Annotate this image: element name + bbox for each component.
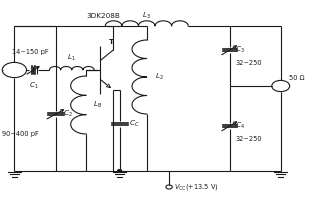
Text: 50 Ω: 50 Ω — [289, 75, 304, 81]
Text: $C_4$: $C_4$ — [235, 121, 245, 131]
Text: 32~250: 32~250 — [235, 136, 262, 142]
Text: 3DK208B: 3DK208B — [86, 13, 120, 19]
Text: $L_3$: $L_3$ — [142, 11, 151, 21]
Text: $C_C$: $C_C$ — [129, 119, 139, 129]
Text: $C_1$: $C_1$ — [29, 81, 38, 91]
Text: 14~150 pF: 14~150 pF — [12, 49, 48, 55]
Text: $L_1$: $L_1$ — [67, 53, 76, 63]
Text: $C_3$: $C_3$ — [235, 45, 245, 55]
Text: T: T — [109, 39, 114, 45]
Circle shape — [118, 170, 122, 172]
Text: $L_2$: $L_2$ — [155, 72, 163, 82]
Text: $C_2$: $C_2$ — [63, 109, 72, 119]
Circle shape — [118, 170, 122, 172]
Text: 90~400 pF: 90~400 pF — [2, 131, 38, 137]
Text: $L_\mathrm{B}$: $L_\mathrm{B}$ — [93, 100, 102, 110]
Text: $V_\mathrm{CC}$(+13.5 V): $V_\mathrm{CC}$(+13.5 V) — [174, 182, 219, 192]
Text: 32~250: 32~250 — [235, 60, 262, 66]
